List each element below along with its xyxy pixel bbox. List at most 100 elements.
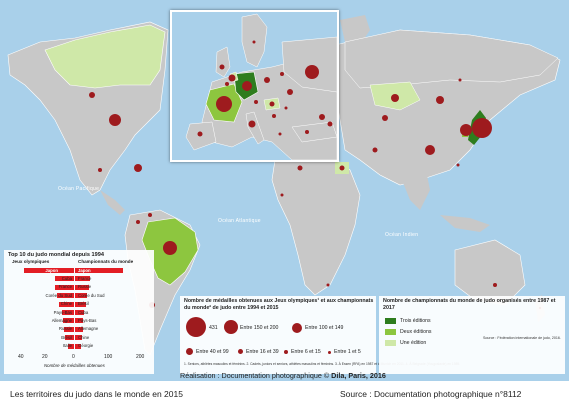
jo-bar — [61, 310, 74, 315]
medal-korea — [460, 124, 472, 136]
russia — [344, 29, 559, 89]
wc-country-label: France — [78, 275, 92, 281]
jo-country-label: Japon — [45, 267, 58, 273]
jo-country-label: Cuba — [61, 275, 72, 281]
medal-mongolia — [436, 96, 444, 104]
jo-bar — [24, 268, 74, 273]
jo-country-label: Russie — [58, 326, 72, 332]
wc-bar — [75, 301, 86, 307]
medal-russia-east — [458, 78, 462, 82]
wc-bar — [75, 326, 83, 332]
medal-colombia — [136, 220, 140, 224]
jo-country-label: Pays-Bas — [53, 309, 72, 315]
label-two-editions: Deux éditions — [400, 329, 432, 335]
champ-source: Source : Fédération internationale de ju… — [483, 336, 561, 340]
australia — [454, 239, 526, 306]
inset-medal-belgium — [225, 82, 229, 86]
legend-label-100-149: Entre 100 et 149 — [305, 325, 344, 331]
legend-label-40-99: Entre 40 et 99 — [196, 349, 229, 355]
wc-bar — [75, 343, 81, 349]
axis-tick-40: 40 — [18, 354, 24, 360]
wc-country-label: Brésil — [78, 301, 89, 307]
medal-mexico — [98, 168, 102, 172]
medal-brazil — [163, 241, 177, 255]
jo-bar — [59, 301, 74, 307]
wc-bar — [75, 318, 84, 324]
medal-cuba — [134, 164, 142, 172]
inset-medal-austria — [254, 100, 258, 104]
canada — [44, 24, 166, 89]
inset-medal-belarus — [280, 72, 284, 76]
map-land — [7, 15, 561, 356]
wc-country-label: Russie — [78, 284, 92, 290]
medal-china — [425, 145, 435, 155]
medal-algeria — [297, 165, 303, 171]
legend-label-431: 431 — [209, 325, 218, 331]
europe-inset-map — [170, 10, 339, 162]
axis-tick-0: 0 — [72, 354, 75, 360]
inset-russia — [281, 36, 337, 93]
inset-medal-italy — [248, 120, 256, 128]
inset-medal-germany — [242, 81, 252, 91]
medal-canada — [89, 92, 95, 98]
wc-bar — [75, 268, 123, 273]
wc-bar — [75, 310, 84, 315]
axis-tick-100: 100 — [104, 354, 113, 360]
jo-bar — [67, 343, 74, 349]
jo-bar — [56, 293, 74, 299]
jo-country-label: Allemagne — [51, 317, 72, 323]
central-america — [100, 190, 125, 215]
inset-turkey — [291, 121, 337, 143]
caption-source: Source : Documentation photographique n°… — [340, 389, 522, 399]
wc-bar — [75, 335, 82, 341]
top10-left-header: Jeux olympiques — [12, 259, 50, 264]
label-one-edition: Une édition — [400, 340, 427, 346]
ocean-label-pacific: Océan Pacifique — [58, 186, 100, 192]
wc-bar — [75, 284, 89, 290]
legend-dot-6-15 — [284, 350, 288, 354]
medals-legend: Nombre de médailles obtenues aux Jeux ol… — [180, 296, 460, 374]
wc-country-label: Allemagne — [78, 326, 99, 332]
inset-medal-azerbaijan — [327, 121, 333, 127]
medal-egypt — [339, 165, 345, 171]
legend-label-16-39: Entre 16 et 39 — [246, 349, 279, 355]
inset-medal-romania — [284, 106, 288, 110]
ocean-label-indian: Océan Indien — [385, 232, 419, 238]
medals-legend-title: Nombre de médailles obtenues aux Jeux ol… — [184, 298, 374, 311]
indonesia — [440, 215, 490, 232]
top10-panel: Top 10 du judo mondial depuis 1994 Jeux … — [4, 250, 154, 374]
medal-taiwan — [456, 163, 460, 167]
inset-italy — [245, 111, 265, 145]
jo-country-label: France — [58, 284, 72, 290]
jo-bar — [65, 335, 74, 341]
medal-kazakhstan — [391, 94, 399, 102]
wc-country-label: Cuba — [78, 309, 89, 315]
legend-label-150-200: Entre 150 et 200 — [240, 325, 279, 331]
jo-bar — [55, 284, 74, 290]
ocean-label-atlantic: Océan Atlantique — [218, 218, 261, 224]
medal-south-africa — [326, 283, 330, 287]
realisation-credit: Réalisation : Documentation photographiq… — [180, 371, 386, 380]
swatch-three-editions — [385, 318, 396, 324]
inset-medal-serbia — [272, 114, 276, 118]
medals-footnote: 1. Seniors, athlètes masculins et fémini… — [184, 362, 461, 366]
wc-country-label: Corée du Sud — [78, 292, 105, 298]
inset-medal-netherlands — [228, 74, 236, 82]
medal-japan — [472, 118, 492, 138]
inset-medal-hungary — [269, 101, 275, 107]
wc-country-label: Chine — [78, 334, 90, 340]
inset-uk — [215, 46, 231, 78]
medal-uzbekistan — [382, 115, 388, 121]
jo-bar — [62, 318, 74, 324]
top10-right-header: Championnats du monde — [78, 259, 134, 264]
inset-medal-turkey — [305, 130, 309, 134]
medal-australia — [493, 283, 497, 287]
legend-dot-100-149 — [292, 323, 302, 333]
axis-tick-20: 20 — [42, 354, 48, 360]
medal-venezuela — [148, 213, 152, 217]
legend-dot-40-99 — [186, 348, 193, 355]
inset-medal-russia — [305, 65, 319, 79]
jo-bar — [64, 326, 74, 332]
jo-bar — [55, 276, 74, 282]
top10-title: Top 10 du judo mondial depuis 1994 — [8, 252, 104, 258]
